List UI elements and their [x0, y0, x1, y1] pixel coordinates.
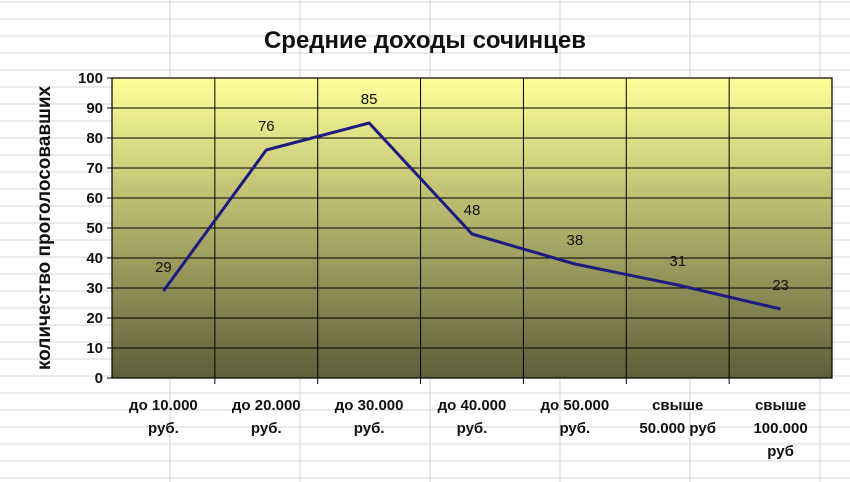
y-tick-label: 100 [78, 70, 103, 87]
y-tick-label: 0 [95, 370, 103, 387]
plot-border [111, 77, 833, 379]
data-label: 31 [669, 253, 686, 270]
data-label: 38 [567, 232, 584, 249]
y-tick-label: 30 [86, 280, 103, 297]
data-label: 23 [772, 277, 789, 294]
y-axis-label: количество проголосовавших [34, 85, 55, 370]
data-labels: 29 76 85 48 38 31 23 [155, 91, 789, 294]
x-tick-labels: до 10.000 руб. до 20.000 руб. до 30.000 руб. д… [129, 397, 808, 460]
axes [111, 77, 833, 379]
y-tick-label: 10 [86, 340, 103, 357]
data-label: 48 [464, 202, 481, 219]
y-tick-label: 90 [86, 100, 103, 117]
x-tick-label: свыше 50.000 руб [639, 397, 716, 437]
y-tick-label: 60 [86, 190, 103, 207]
data-label: 76 [258, 118, 275, 135]
x-tick-label: до 30.000 руб. [335, 397, 404, 437]
y-tick-label: 70 [86, 160, 103, 177]
y-tick-label: 20 [86, 310, 103, 327]
x-tick-label: до 20.000 руб. [232, 397, 301, 437]
series-line [162, 121, 781, 311]
y-tick-label: 80 [86, 130, 103, 147]
x-tick-label: свыше 100.000 руб [753, 397, 807, 460]
y-tick-labels: 0 10 20 30 40 50 60 70 80 90 100 [78, 70, 103, 387]
data-label: 29 [155, 259, 172, 276]
chart-title: Средние доходы сочинцев [264, 27, 586, 54]
x-tick-label: до 50.000 руб. [540, 397, 609, 437]
x-tick-label: до 10.000 руб. [129, 397, 198, 437]
data-label: 85 [361, 91, 378, 108]
x-tick-label: до 40.000 руб. [438, 397, 507, 437]
y-tick-label: 50 [86, 220, 103, 237]
y-tick-label: 40 [86, 250, 103, 267]
